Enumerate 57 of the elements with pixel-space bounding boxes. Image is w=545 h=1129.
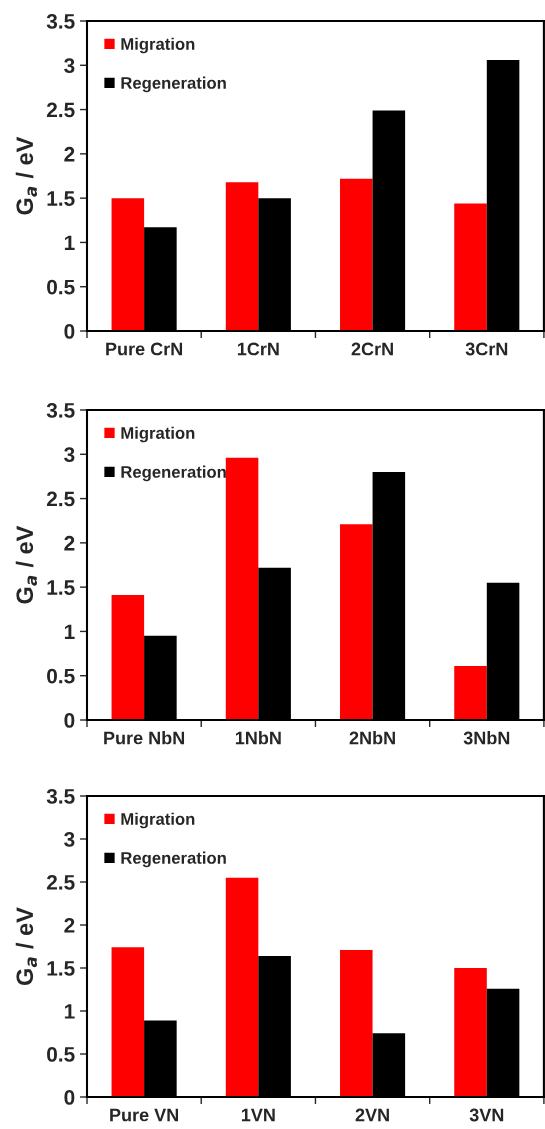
y-tick-label: 0.5	[47, 668, 75, 684]
y-tick-label: 3	[64, 447, 75, 463]
x-tick-label: 3CrN	[465, 342, 508, 356]
bar	[340, 524, 373, 720]
bar	[454, 665, 487, 720]
y-tick-label: 0	[64, 713, 75, 728]
y-axis-title: G$_{a}$ / eV	[15, 136, 37, 215]
bar	[340, 949, 373, 1097]
x-tick-label: 2VN	[355, 1108, 389, 1122]
x-tick-label: 3NbN	[463, 731, 510, 745]
y-tick-label: 3	[64, 58, 75, 74]
y-tick-label: 3.5	[46, 789, 75, 804]
y-tick-label: 0	[64, 1090, 75, 1105]
y-tick-label: 2.5	[46, 102, 75, 118]
legend-label: Migration	[121, 812, 195, 829]
y-tick-label: 2.5	[46, 491, 75, 507]
y-tick-label: 1	[64, 235, 75, 250]
x-tick-label: 1CrN	[237, 342, 279, 356]
legend-label: Regeneration	[121, 76, 226, 93]
x-tick-label: Pure CrN	[106, 342, 183, 356]
x-tick-label: 1NbN	[235, 731, 281, 745]
legend-label: Migration	[121, 426, 195, 443]
bar	[454, 968, 487, 1097]
y-tick-label: 2	[64, 535, 75, 551]
bar	[111, 595, 145, 720]
y-tick-label: 0.5	[47, 279, 75, 295]
y-tick-label: 1.5	[47, 580, 75, 595]
x-tick-label: 1VN	[241, 1108, 275, 1122]
bar	[225, 877, 259, 1097]
bar	[111, 198, 145, 331]
bar	[454, 203, 487, 331]
legend-label: Regeneration	[121, 465, 226, 482]
legend-label: Regeneration	[121, 851, 226, 868]
y-tick-label: 2	[64, 146, 75, 162]
x-tick-label: 3VN	[469, 1108, 504, 1122]
x-tick-label: 2CrN	[351, 342, 393, 356]
y-tick-label: 3.5	[46, 14, 75, 29]
y-tick-label: 1.5	[47, 191, 75, 206]
y-tick-label: 3.5	[46, 403, 75, 418]
x-tick-label: Pure NbN	[104, 731, 185, 745]
bar	[111, 947, 145, 1097]
legend-label: Migration	[121, 37, 195, 54]
y-tick-label: 0.5	[47, 1047, 75, 1062]
x-tick-label: Pure VN	[110, 1108, 179, 1122]
y-tick-label: 3	[64, 832, 75, 847]
y-axis-title: G$_{a}$ / eV	[15, 907, 37, 986]
y-tick-label: 1	[64, 624, 75, 639]
y-tick-label: 0	[64, 324, 75, 339]
y-tick-label: 1	[64, 1004, 75, 1019]
bar	[225, 182, 259, 331]
y-axis-title: G$_{a}$ / eV	[15, 525, 37, 604]
y-tick-label: 2.5	[46, 875, 75, 890]
bar	[225, 457, 259, 720]
y-tick-label: 2	[64, 918, 75, 933]
y-tick-label: 1.5	[47, 961, 75, 976]
x-tick-label: 2NbN	[349, 731, 395, 745]
bar	[340, 178, 373, 331]
